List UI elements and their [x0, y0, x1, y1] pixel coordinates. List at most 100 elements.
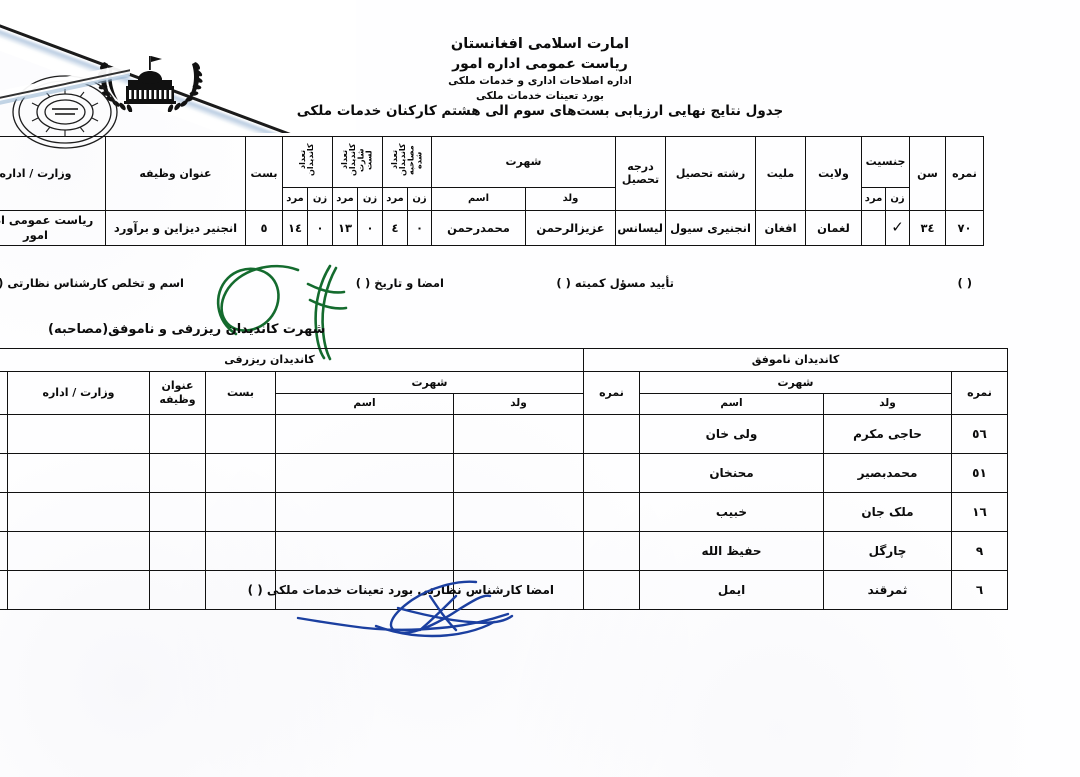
cell-applicants-female: ٠ [306, 209, 333, 246]
cell-reserve-score [582, 570, 641, 610]
cell-failed-father: چارگل [823, 531, 952, 571]
th-gender-female: زن [885, 186, 910, 211]
letterhead: امارت اسلامی افغانستان ریاست عمومی اداره… [0, 34, 1080, 104]
cell-failed-name: ایمل [639, 570, 824, 610]
th-interview-male: مرد [381, 186, 408, 211]
th-age: سن [909, 136, 946, 211]
cell-education-field: انجنیری سیول [665, 209, 756, 246]
cell-second-job-title [148, 531, 206, 571]
cell-failed-name: محنخان [639, 453, 824, 493]
th-shortlist-female: زن [356, 186, 383, 211]
cell-shortlist-female: ٠ [356, 209, 383, 246]
cell-failed-father: ملک جان [823, 492, 952, 532]
th-identity-name: اسم [430, 186, 527, 211]
section-heading: شهرت کاندیدان ریزرفی و ناموفق(مصاحبه) [38, 322, 1080, 337]
letterhead-line-3: اداره اصلاحات اداری و خدمات ملکی [448, 75, 632, 88]
cell-gender-female: ✓ [885, 209, 910, 246]
th-interview-female: زن [406, 186, 432, 211]
cell-failed-name: ولی خان [639, 414, 824, 454]
th-failed-name: اسم [639, 393, 824, 415]
signature-row-top: اسم و تخلص کارشناس نظارتی ( ) امضا و تار… [0, 276, 984, 298]
cell-reserve-father [452, 492, 584, 532]
cell-second-row-number: ٥ [0, 570, 8, 610]
document-title: جدول نتایج نهایی ارزیابی بست‌های سوم الی… [296, 103, 784, 119]
cell-interview-female: ٠ [406, 209, 432, 246]
section-heading-text: شهرت کاندیدان ریزرفی و ناموفق(مصاحبه) [48, 322, 326, 337]
table-row: ٥٦ حاجی مکرم ولی خان ١ [0, 414, 1008, 454]
cell-second-ministry [6, 453, 150, 493]
cell-nationality: افغان [755, 209, 806, 246]
th-score: نمره [945, 136, 984, 211]
cell-second-job-title [148, 570, 206, 610]
cell-failed-father: ثمرقند [823, 570, 952, 610]
cell-second-bast [204, 492, 276, 532]
th-failed-father: ولد [823, 393, 952, 415]
evaluation-results-table: نمره سن جنسیت ولایت ملیت رشته تحصیل درجه… [0, 136, 984, 246]
cell-failed-name: حفیظ الله [639, 531, 824, 571]
th-second-ministry: وزارت / اداره [6, 371, 150, 415]
th-education-field: رشته تحصیل [665, 136, 756, 211]
th-reserve-identity: شهرت [274, 371, 584, 394]
th-applicants-count: تعداد کاندیدان [281, 136, 333, 188]
th-second-row-number: شماره [0, 371, 8, 415]
official-round-seal-icon [0, 58, 130, 150]
cell-reserve-score [582, 492, 641, 532]
cell-failed-score: ٩ [951, 531, 1008, 571]
th-reserve-father: ولد [452, 393, 584, 415]
cell-failed-score: ٥٦ [951, 414, 1008, 454]
cell-second-job-title [148, 414, 206, 454]
th-bast: بست [244, 136, 283, 211]
cell-failed-name: خبیب [639, 492, 824, 532]
th-ministry: وزارت / اداره [0, 136, 106, 211]
cell-failed-score: ٦ [951, 570, 1008, 610]
cell-reserve-name [274, 414, 454, 454]
cell-second-ministry [6, 570, 150, 610]
cell-second-bast [204, 531, 276, 571]
cell-failed-father: حاجی مکرم [823, 414, 952, 454]
cell-failed-score: ١٦ [951, 492, 1008, 532]
cell-second-row-number: ١ [0, 414, 8, 454]
sig-committee-approval: تأیید مسؤل کمیته ( ) [556, 276, 674, 290]
table-row: ٧٠ ٣٤ ✓ لغمان افغان انجنیری سیول لیسانس … [0, 209, 984, 246]
th-applicants-female: زن [306, 186, 333, 211]
th-education-degree: درجه تحصیل [615, 136, 666, 211]
cell-reserve-name [274, 531, 454, 571]
cell-name: محمدرحمن [430, 209, 527, 246]
cell-province: لغمان [805, 209, 862, 246]
th-gender: جنسیت [861, 136, 910, 188]
th-identity: شهرت [430, 136, 617, 188]
th-interview-count: تعداد کاندیدان مصاحبه شده [381, 136, 432, 188]
cell-reserve-name [274, 492, 454, 532]
cell-reserve-score [582, 453, 641, 493]
th-group-reserve: کاندیدان ریزرفی [0, 348, 584, 372]
th-failed-score: نمره [951, 371, 1008, 415]
th-gender-male: مرد [861, 186, 886, 211]
th-shortlist-count: تعداد کاندیدان شارت لست [331, 136, 383, 188]
cell-education-degree: لیسانس [615, 209, 666, 246]
sig-extra-blank: ( ) [957, 276, 972, 290]
table-row: ٥١ محمدبصیر محنخان ٢ [0, 453, 1008, 493]
cell-second-bast [204, 570, 276, 610]
cell-reserve-score [582, 531, 641, 571]
th-identity-father: ولد [525, 186, 616, 211]
cell-gender-male [861, 209, 886, 246]
cell-reserve-name [274, 453, 454, 493]
th-second-job-title: عنوان وظیفه [148, 371, 206, 415]
cell-score: ٧٠ [945, 209, 984, 246]
cell-father-name: عزیزالرحمن [525, 209, 616, 246]
cell-second-row-number: ٤ [0, 531, 8, 571]
th-group-failed: کاندیدان ناموفق [582, 348, 1009, 372]
reserve-and-failed-candidates-table: کاندیدان ناموفق کاندیدان ریزرفی نمره شهر… [0, 348, 1009, 610]
cell-second-bast [204, 414, 276, 454]
cell-reserve-father [452, 414, 584, 454]
cell-ministry: ریاست عمومی اداره امور [0, 209, 106, 246]
signature-row-bottom: امضا کارشناس نظارتی بورد تعینات خدمات مل… [26, 583, 984, 605]
cell-failed-father: محمدبصیر [823, 453, 952, 493]
table-row: ١٦ ملک جان خبیب ٣ [0, 492, 1008, 532]
letterhead-line-4: بورد تعینات خدمات ملکی [475, 90, 604, 103]
sig-signature-date: امضا و تاریخ ( ) [355, 276, 444, 290]
letterhead-line-2: ریاست عمومی اداره امور [452, 55, 628, 72]
cell-job-title: انجنیر دیزاین و برآورد [104, 209, 246, 246]
th-failed-identity: شهرت [639, 371, 952, 394]
